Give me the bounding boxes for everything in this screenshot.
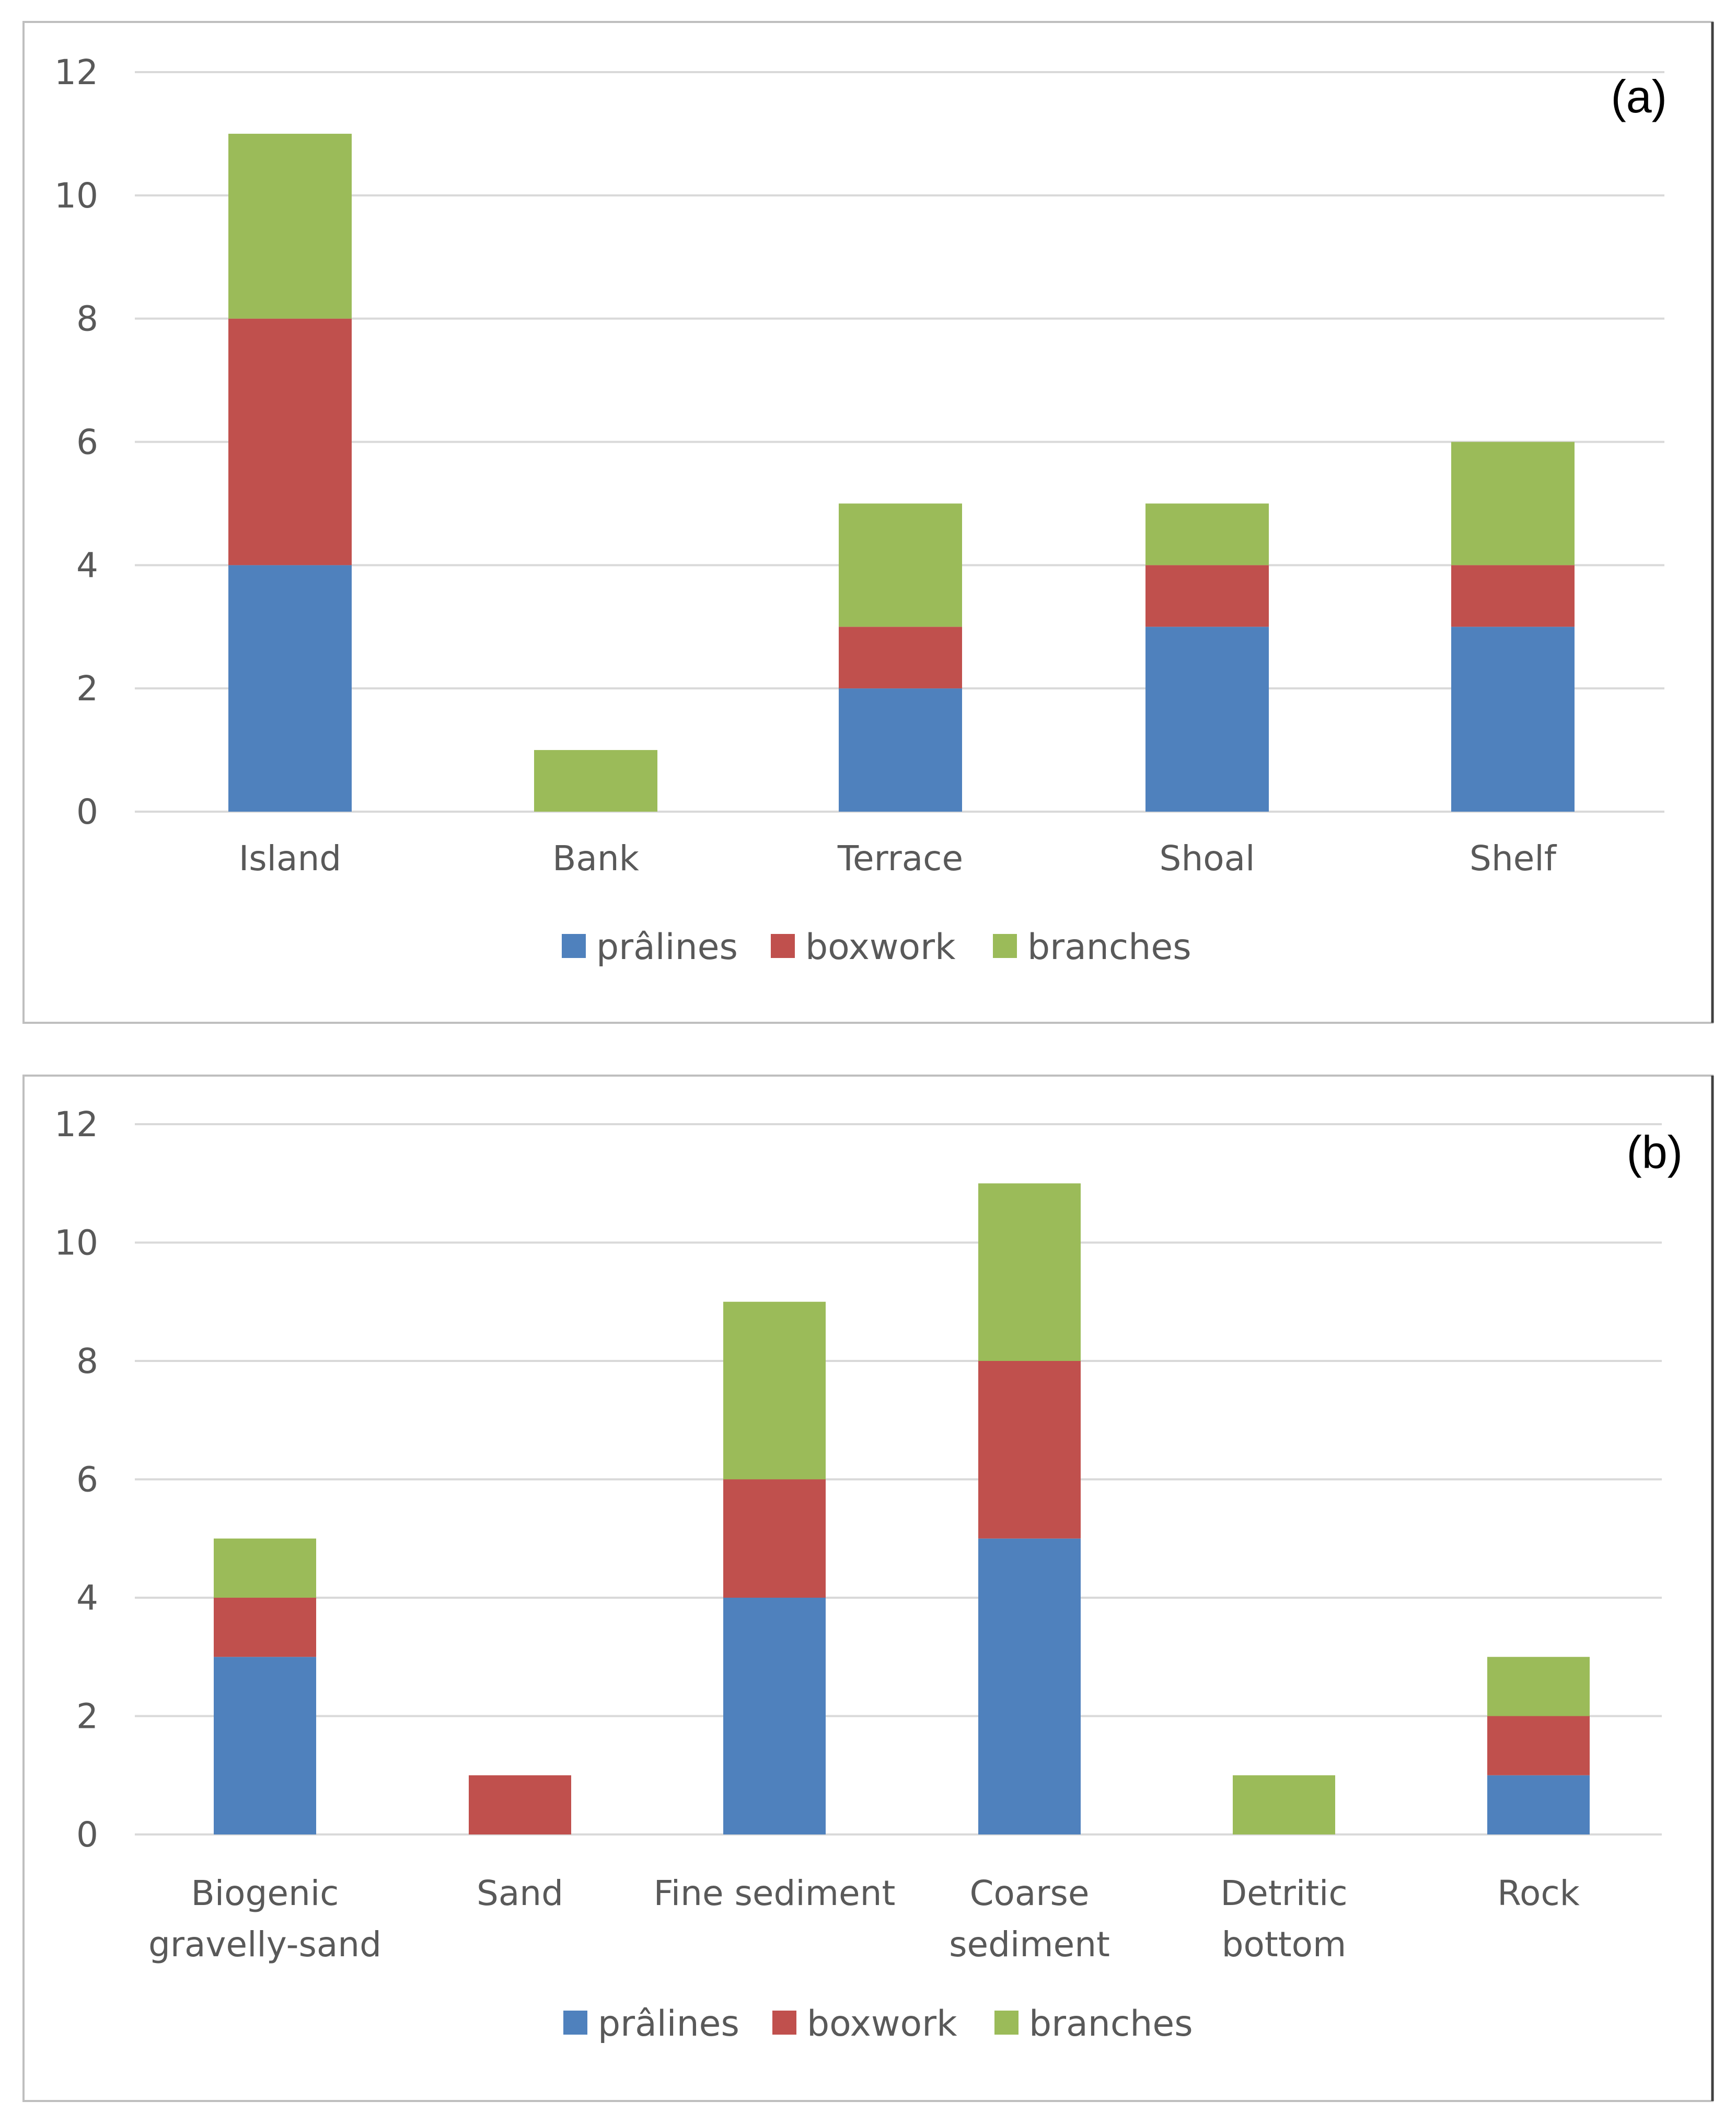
chart-b-bar-boxwork <box>723 1479 826 1598</box>
chart-b-bar-branches <box>1233 1775 1335 1834</box>
chart-a-bar-branches <box>839 503 962 627</box>
chart-panel-b: 0 2 4 6 8 10 12 Biogenic gravelly-sand Sand Fine s… <box>0 1045 1736 2124</box>
legend-label-branches: branches <box>1029 2003 1193 2045</box>
chart-a-x-tick-label: Terrace <box>837 838 963 879</box>
chart-b-bar-branches <box>723 1301 826 1480</box>
chart-a-bar-boxwork <box>839 627 962 689</box>
chart-panel-a: 0 2 4 6 8 10 12 Island Bank Terrace Shoal Shelf prâl… <box>0 0 1736 1045</box>
chart-b-x-tick-label: Fine sediment <box>654 1873 896 1913</box>
legend-swatch-pralines <box>562 934 586 958</box>
chart-a-y-tick-label: 4 <box>76 545 98 585</box>
chart-a-bar-branches <box>1451 442 1575 565</box>
chart-b-x-tick-label: Detritic <box>1220 1873 1347 1913</box>
chart-b-bar-pralines <box>723 1598 826 1834</box>
chart-b-x-tick-label: bottom <box>1222 1924 1347 1965</box>
chart-a-bar-pralines <box>1145 627 1269 812</box>
chart-a-y-tick-label: 10 <box>54 176 98 216</box>
legend-swatch-branches <box>993 934 1017 958</box>
chart-b-bar-pralines <box>1487 1775 1590 1834</box>
chart-a-x-tick-label: Shoal <box>1160 838 1255 879</box>
chart-a-bar-pralines <box>228 565 352 812</box>
legend-swatch-boxwork <box>771 934 795 958</box>
chart-a-y-tick-label: 6 <box>76 422 98 463</box>
chart-b-bar-pralines <box>978 1538 1081 1834</box>
chart-b-y-tick-label: 12 <box>54 1104 98 1145</box>
chart-b-y-tick-label: 2 <box>76 1696 98 1737</box>
chart-a-bar-branches <box>1145 503 1269 565</box>
chart-a-x-tick-label: Island <box>239 838 341 879</box>
legend-label-boxwork: boxwork <box>805 927 956 968</box>
chart-b-bar-branches <box>214 1538 316 1598</box>
chart-a-bar-boxwork <box>1145 565 1269 627</box>
chart-a-y-tick-label: 2 <box>76 668 98 709</box>
chart-b-x-tick-label: gravelly-sand <box>148 1924 381 1965</box>
chart-b-y-tick-label: 0 <box>76 1815 98 1855</box>
chart-a-y-tick-label: 12 <box>54 52 98 93</box>
chart-b-x-tick-label: Rock <box>1497 1873 1580 1913</box>
chart-a-bar-branches <box>228 133 352 319</box>
chart-b-bar-boxwork <box>978 1361 1081 1539</box>
chart-b-bar-boxwork <box>214 1598 316 1657</box>
chart-a-y-tick-label: 0 <box>76 792 98 832</box>
chart-b-bar-pralines <box>214 1657 316 1834</box>
legend-label-branches: branches <box>1027 927 1191 968</box>
chart-a-panel-label: (a) <box>1611 71 1667 122</box>
legend-label-pralines: prâlines <box>596 927 738 968</box>
chart-a-bar-pralines <box>839 688 962 812</box>
chart-a-x-tick-label: Bank <box>552 838 640 879</box>
chart-b-x-tick-label: Biogenic <box>191 1873 339 1913</box>
legend-label-boxwork: boxwork <box>807 2003 957 2045</box>
chart-b-panel-label: (b) <box>1626 1126 1683 1178</box>
chart-b-bar-branches <box>1487 1657 1590 1716</box>
chart-a-y-tick-label: 8 <box>76 299 98 339</box>
chart-b-x-tick-label: Sand <box>477 1873 563 1913</box>
chart-a-svg: 0 2 4 6 8 10 12 Island Bank Terrace Shoal Shelf prâl… <box>22 21 1714 1024</box>
chart-a-x-tick-label: Shelf <box>1469 838 1557 879</box>
chart-a-bar-boxwork <box>1451 565 1575 627</box>
chart-b-bar-boxwork <box>1487 1716 1590 1775</box>
chart-a-bar-boxwork <box>228 318 352 565</box>
chart-b-svg: 0 2 4 6 8 10 12 Biogenic gravelly-sand Sand Fine s… <box>22 1075 1714 2102</box>
chart-b-y-tick-label: 6 <box>76 1460 98 1500</box>
chart-b-bar-branches <box>978 1183 1081 1361</box>
legend-swatch-boxwork <box>772 2011 796 2035</box>
legend-swatch-branches <box>994 2011 1019 2035</box>
chart-a-bar-branches <box>534 750 657 812</box>
chart-b-y-tick-label: 4 <box>76 1578 98 1618</box>
legend-label-pralines: prâlines <box>598 2003 739 2045</box>
chart-b-y-tick-label: 10 <box>54 1223 98 1263</box>
chart-b-x-tick-label: Coarse <box>969 1873 1089 1913</box>
chart-b-bar-boxwork <box>469 1775 571 1834</box>
legend-swatch-pralines <box>563 2011 587 2035</box>
chart-b-y-tick-label: 8 <box>76 1341 98 1381</box>
chart-b-x-tick-label: sediment <box>949 1924 1110 1965</box>
chart-a-bar-pralines <box>1451 627 1575 812</box>
